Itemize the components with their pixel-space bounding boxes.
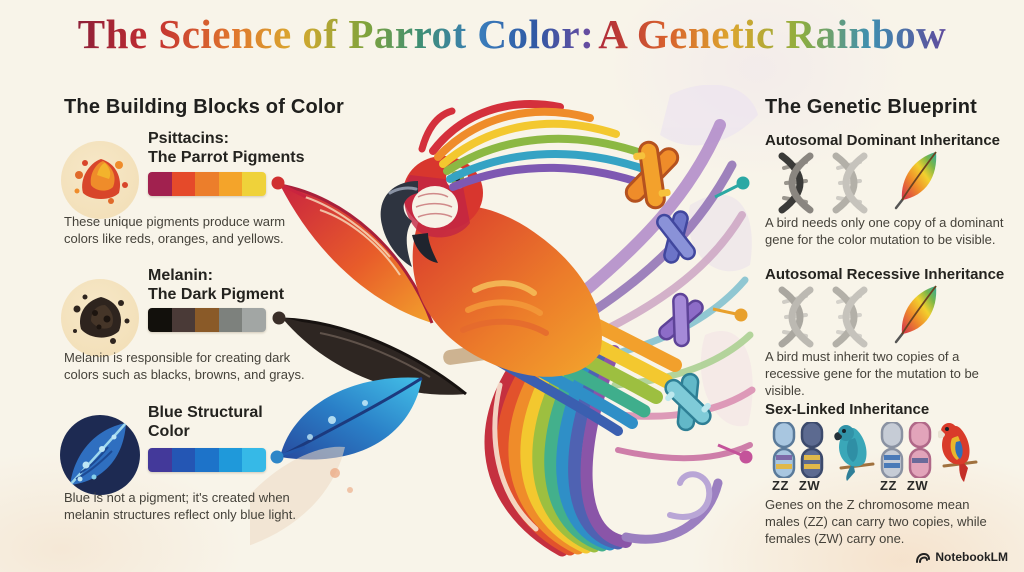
swatch	[195, 448, 219, 472]
blue-parrot-icon	[833, 420, 877, 482]
melanin-title-line2: The Dark Pigment	[148, 285, 285, 303]
dominant-title: Autosomal Dominant Inheritance	[765, 132, 1001, 149]
chromosome-blue	[656, 210, 696, 264]
melanin-swatchbar	[148, 308, 266, 332]
psittacins-connector-dot	[271, 176, 285, 190]
swatch	[218, 172, 243, 196]
dark-pigment-pile-icon	[61, 279, 139, 357]
parrot-beak	[380, 181, 438, 267]
swatch	[171, 448, 196, 472]
paint-splash	[347, 487, 353, 493]
notebooklm-logo-icon	[916, 552, 931, 563]
red-parrot-icon	[938, 418, 984, 484]
wing-feathers	[476, 273, 682, 436]
psittacins-title-line2: The Parrot Pigments	[148, 148, 305, 166]
swatch	[195, 172, 219, 196]
sexlinked-connector-dot	[739, 450, 753, 464]
psittacins-title-line1: Psittacins:	[148, 130, 229, 147]
sexlinked-title: Sex-Linked Inheritance	[765, 401, 930, 418]
blue-structural-description: Blue is not a pigment; it's created when…	[64, 490, 296, 522]
dna-light-icon	[826, 286, 874, 348]
rainbow-crest	[418, 100, 664, 194]
swatch	[148, 308, 172, 332]
swatch	[242, 448, 266, 472]
blue-feather-icon	[60, 415, 140, 495]
chromosome-orange	[624, 140, 680, 210]
recessive-title: Autosomal Recessive Inheritance	[765, 266, 1005, 283]
page-title-line1: The Science of Parrot Color:	[77, 11, 595, 57]
swatch	[148, 172, 172, 196]
paint-splash	[330, 468, 340, 478]
connector-dots	[270, 176, 753, 464]
melanin-description: Melanin is responsible for creating dark…	[64, 350, 305, 382]
claws	[467, 328, 503, 356]
recessive-connector-dot	[734, 308, 748, 322]
parrot-artwork	[250, 85, 758, 557]
parrot-body	[412, 205, 602, 377]
melanin-title: Melanin: The Dark Pigment	[148, 267, 284, 305]
dna-dark-icon	[772, 152, 820, 214]
warm-pigment-pile-icon	[61, 141, 139, 219]
swatch	[218, 308, 243, 332]
swatch	[242, 308, 266, 332]
swatch	[242, 172, 266, 196]
zw-label: ZW	[906, 478, 929, 493]
notebooklm-watermark: NotebookLM	[915, 550, 1008, 564]
blue-swatchbar	[148, 448, 266, 472]
chromosome-teal	[664, 372, 712, 432]
psittacins-swatchbar	[148, 172, 266, 196]
blue-structural-title: Blue Structural Color	[148, 404, 263, 442]
left-panel-heading: The Building Blocks of Color	[64, 96, 345, 118]
melanin-connector-dot	[272, 311, 286, 325]
blue-structural-title-line1: Blue Structural	[148, 404, 263, 421]
chromosome-pair-blue	[770, 422, 828, 478]
dna-light-icon	[772, 286, 820, 348]
blue-structural-title-line2: Color	[148, 422, 190, 440]
swatch	[148, 448, 172, 472]
blue-connector-dot	[270, 450, 284, 464]
violet-plumes	[574, 119, 756, 462]
rainbow-feather-icon	[890, 282, 942, 348]
red-feather	[279, 183, 434, 324]
chromosome-pair-pink	[878, 422, 936, 478]
swatch	[171, 172, 196, 196]
recessive-description: A bird must inherit two copies of a rece…	[765, 349, 979, 398]
parrot-head	[403, 156, 483, 238]
psittacins-title: Psittacins: The Parrot Pigments	[148, 130, 304, 168]
branch	[443, 339, 529, 365]
right-panel-heading: The Genetic Blueprint	[765, 96, 978, 118]
chromosome-labels-blue: ZZ ZW	[772, 478, 820, 493]
chest-scallops	[460, 280, 549, 336]
page-title: The Science of Parrot Color: A Genetic R…	[0, 14, 1024, 55]
dominant-connector-dot	[736, 176, 750, 190]
chromosome-purple	[658, 292, 704, 348]
melanin-title-line1: Melanin:	[148, 267, 213, 284]
swatch	[218, 448, 243, 472]
page-title-line2: A Genetic Rainbow	[598, 11, 947, 57]
chromosome-labels-pink: ZZ ZW	[880, 478, 928, 493]
sexlinked-description: Genes on the Z chromosome mean males (ZZ…	[765, 497, 987, 546]
dna-light-icon	[826, 152, 874, 214]
blue-feather	[279, 376, 423, 460]
swatch	[171, 308, 196, 332]
dominant-description: A bird needs only one copy of a dominant…	[765, 215, 1004, 247]
swatch	[195, 308, 219, 332]
paint-splash	[421, 176, 429, 184]
rainbow-tail-swirl	[484, 328, 723, 557]
rainbow-feather-icon	[890, 148, 942, 214]
psittacins-description: These unique pigments produce warm color…	[64, 214, 286, 246]
zw-label: ZW	[798, 478, 821, 493]
watermark-label: NotebookLM	[935, 550, 1008, 564]
zz-label: ZZ	[880, 478, 897, 493]
background-watercolor-washes	[660, 85, 758, 427]
zz-label: ZZ	[772, 478, 789, 493]
